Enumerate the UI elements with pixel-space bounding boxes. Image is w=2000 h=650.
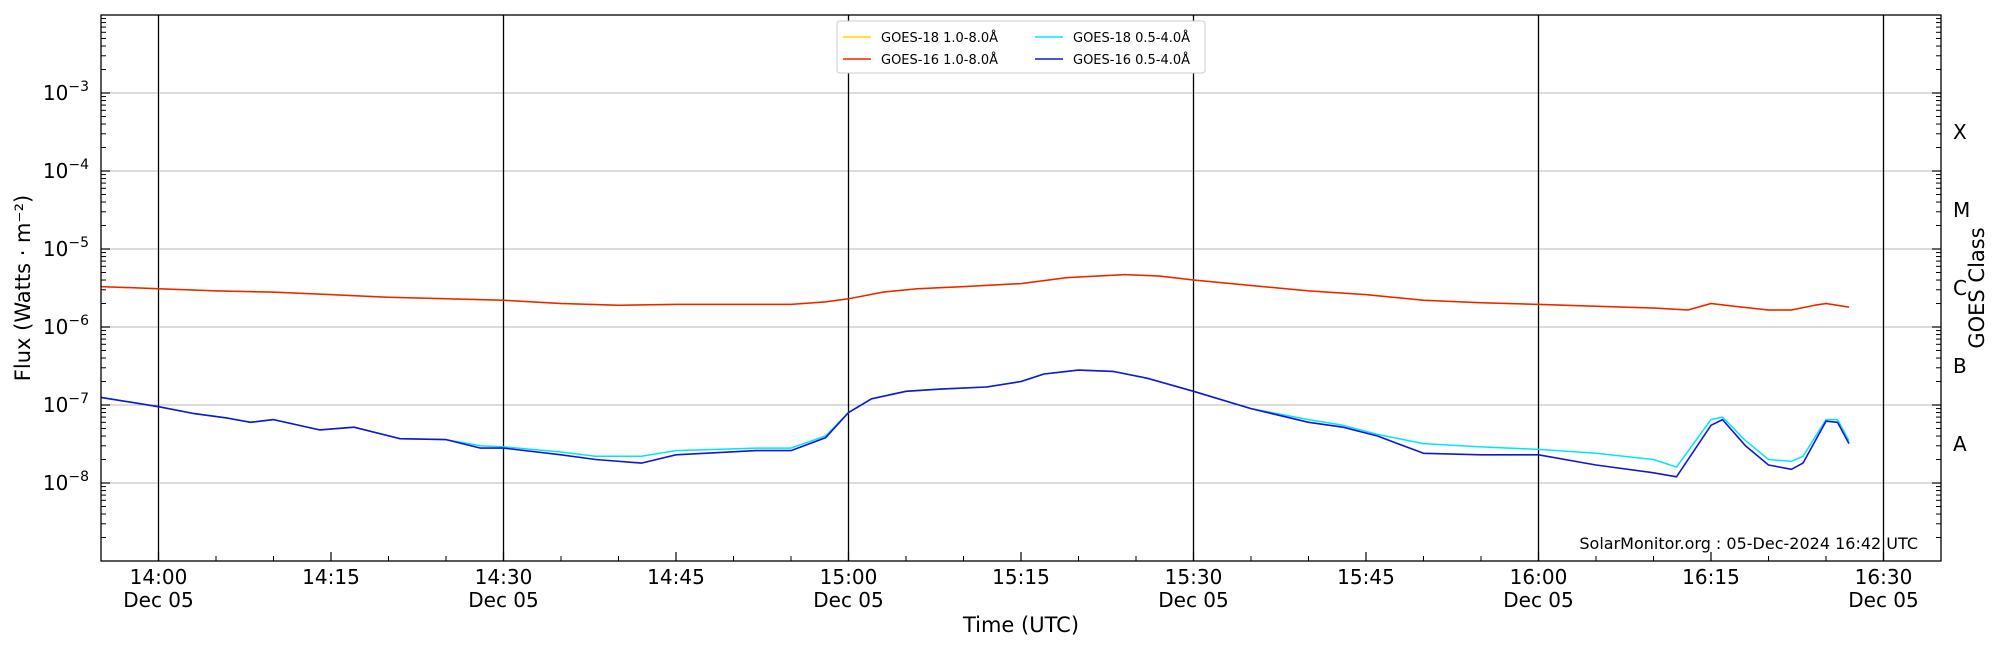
x-tick-label: 14:15 (302, 565, 360, 589)
solarmonitor-annotation: SolarMonitor.org : 05-Dec-2024 16:42 UTC (1579, 534, 1918, 553)
y-tick-label: 10−7 (43, 391, 89, 417)
goes-class-label: M (1953, 198, 1970, 222)
x-tick-date-label: Dec 05 (1848, 588, 1919, 612)
x-tick-label: 15:00 (820, 565, 878, 589)
x-tick-label: 15:45 (1337, 565, 1395, 589)
goes-class-label: B (1953, 354, 1967, 378)
x-tick-label: 14:30 (475, 565, 533, 589)
horizontal-grid (101, 92, 1941, 484)
legend-label: GOES-16 0.5-4.0Å (1073, 52, 1190, 68)
series-line-1 (100, 273, 1850, 311)
y-tick-label: 10−3 (43, 79, 89, 105)
flux-series (100, 273, 1850, 478)
x-tick-label: 14:45 (647, 565, 705, 589)
y-tick-label: 10−5 (43, 235, 89, 261)
x-tick-label: 16:15 (1682, 565, 1740, 589)
goes-class-axis: A B C M X (1953, 120, 1970, 456)
plot-frame (100, 14, 1942, 562)
y-tick-label: 10−4 (43, 157, 89, 183)
x-tick-date-label: Dec 05 (468, 588, 539, 612)
legend-box (836, 20, 1206, 74)
x-tick-date-label: Dec 05 (123, 588, 194, 612)
x-tick-date-label: Dec 05 (813, 588, 884, 612)
x-tick-label: 16:30 (1855, 565, 1913, 589)
x-tick-date-label: Dec 05 (1158, 588, 1229, 612)
series-line-3 (100, 369, 1850, 468)
legend-label: GOES-18 0.5-4.0Å (1073, 30, 1190, 46)
time-marker-lines (157, 15, 1885, 561)
x-tick-label: 16:00 (1510, 565, 1568, 589)
legend-label: GOES-16 1.0-8.0Å (881, 52, 998, 68)
x-tick-label: 15:30 (1165, 565, 1223, 589)
goes-class-label: A (1953, 432, 1967, 456)
x-tick-label: 15:15 (992, 565, 1050, 589)
x-tick-date-label: Dec 05 (1503, 588, 1574, 612)
x-axis-title: Time (UTC) (962, 613, 1079, 637)
y-tick-label: 10−6 (43, 313, 89, 339)
goes-class-label: C (1953, 276, 1967, 300)
y-axis-ticks: 10−8 10−7 10−6 10−5 10−4 10−3 (43, 18, 1941, 539)
goes-class-label: X (1953, 120, 1967, 144)
y-tick-label: 10−8 (43, 469, 89, 495)
y-axis-title: Flux (Watts · m⁻²) (11, 195, 35, 381)
legend: GOES-18 1.0-8.0Å GOES-16 1.0-8.0Å GOES-18 … (836, 20, 1206, 74)
legend-label: GOES-18 1.0-8.0Å (881, 30, 998, 46)
goes-class-title: GOES Class (1965, 227, 1989, 348)
x-tick-label: 14:00 (130, 565, 188, 589)
series-line-2 (100, 273, 1850, 311)
series-line-4 (100, 369, 1850, 478)
